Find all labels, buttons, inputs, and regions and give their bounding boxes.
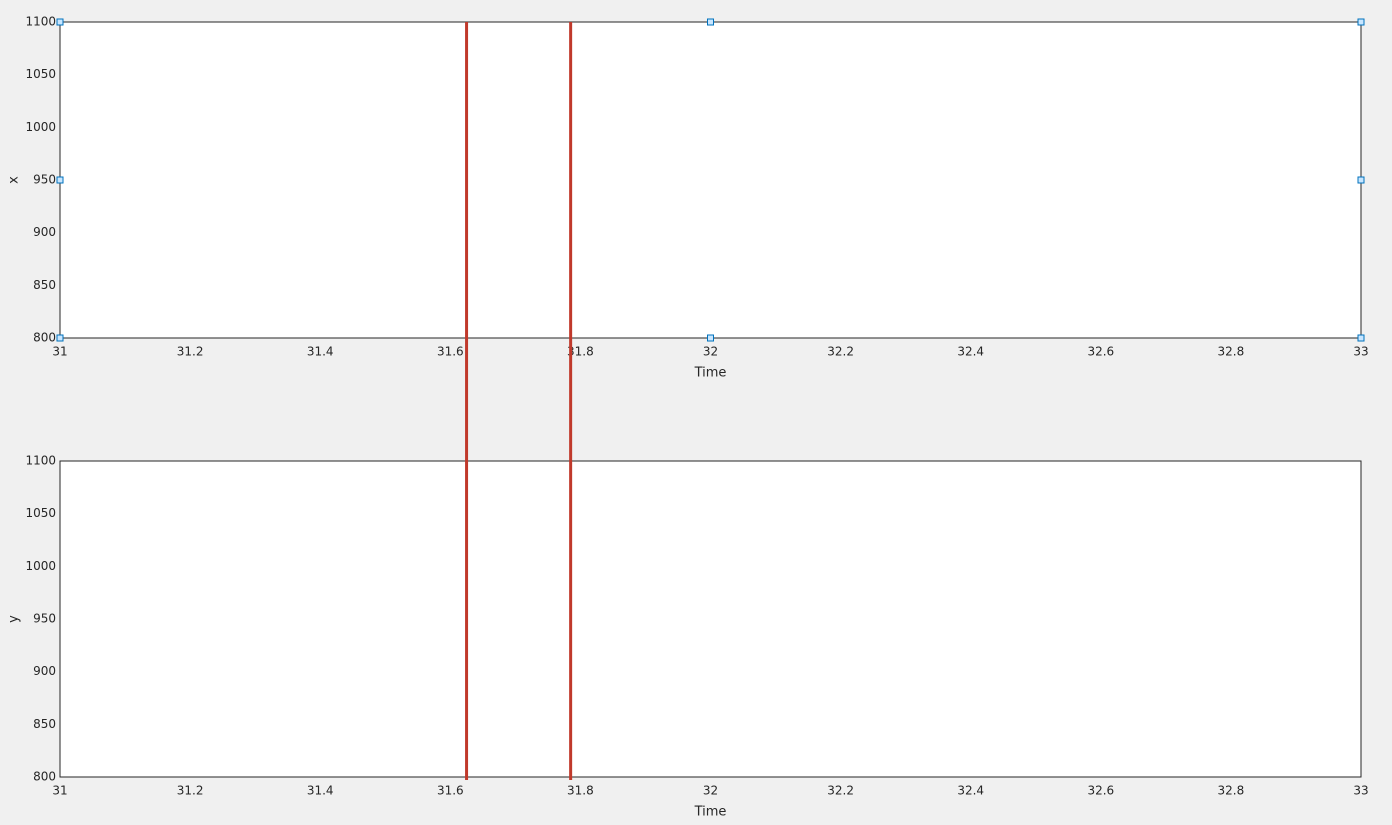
y-axis-label: x [7, 176, 22, 184]
selection-handle [1357, 334, 1365, 342]
y-tick-label: 850 [33, 717, 56, 731]
selection-handle [56, 18, 64, 26]
x-tick-label: 32.4 [957, 345, 984, 359]
x-tick-label: 32.4 [957, 784, 984, 798]
x-tick-label: 31 [52, 345, 67, 359]
axes-frame [59, 21, 1362, 339]
x-tick-label: 32.2 [827, 345, 854, 359]
selection-handle [1357, 18, 1365, 26]
selection-handle [707, 18, 714, 26]
selection-handle [1357, 176, 1365, 184]
x-tick-label: 33 [1353, 784, 1368, 798]
x-tick-label: 33 [1353, 345, 1368, 359]
x-tick-label: 31.6 [437, 784, 464, 798]
y-tick-label: 950 [33, 612, 56, 626]
x-tick-label: 32 [703, 784, 718, 798]
y-tick-label: 1000 [25, 559, 56, 573]
x-tick-label: 31.6 [437, 345, 464, 359]
selection-handle [56, 176, 64, 184]
y-tick-label: 900 [33, 225, 56, 239]
x-tick-label: 31.8 [567, 784, 594, 798]
x-tick-label: 32.6 [1087, 784, 1114, 798]
x-tick-label: 31.2 [177, 784, 204, 798]
x-tick-label: 32 [703, 345, 718, 359]
y-tick-label: 1050 [25, 67, 56, 81]
x-tick-label: 31.4 [307, 345, 334, 359]
x-tick-label: 32.8 [1218, 784, 1245, 798]
selection-handle [707, 334, 714, 342]
x-tick-label: 32.6 [1087, 345, 1114, 359]
selection-handle [56, 334, 64, 342]
x-tick-label: 32.8 [1218, 345, 1245, 359]
y-axis-label: y [7, 615, 22, 623]
y-tick-label: 1100 [25, 15, 56, 29]
x-tick-label: 31 [52, 784, 67, 798]
y-tick-label: 950 [33, 173, 56, 187]
y-tick-label: 1100 [25, 454, 56, 468]
y-tick-label: 800 [33, 770, 56, 784]
x-tick-label: 32.2 [827, 784, 854, 798]
x-tick-label: 31.2 [177, 345, 204, 359]
y-tick-label: 900 [33, 664, 56, 678]
axes-frame [59, 460, 1362, 778]
x-axis-label: Time [694, 366, 727, 381]
y-tick-label: 1000 [25, 120, 56, 134]
x-axis-label: Time [694, 805, 727, 820]
y-tick-label: 850 [33, 278, 56, 292]
y-tick-label: 800 [33, 331, 56, 345]
y-tick-label: 1050 [25, 506, 56, 520]
x-tick-label: 31.4 [307, 784, 334, 798]
x-tick-label: 31.8 [567, 345, 594, 359]
